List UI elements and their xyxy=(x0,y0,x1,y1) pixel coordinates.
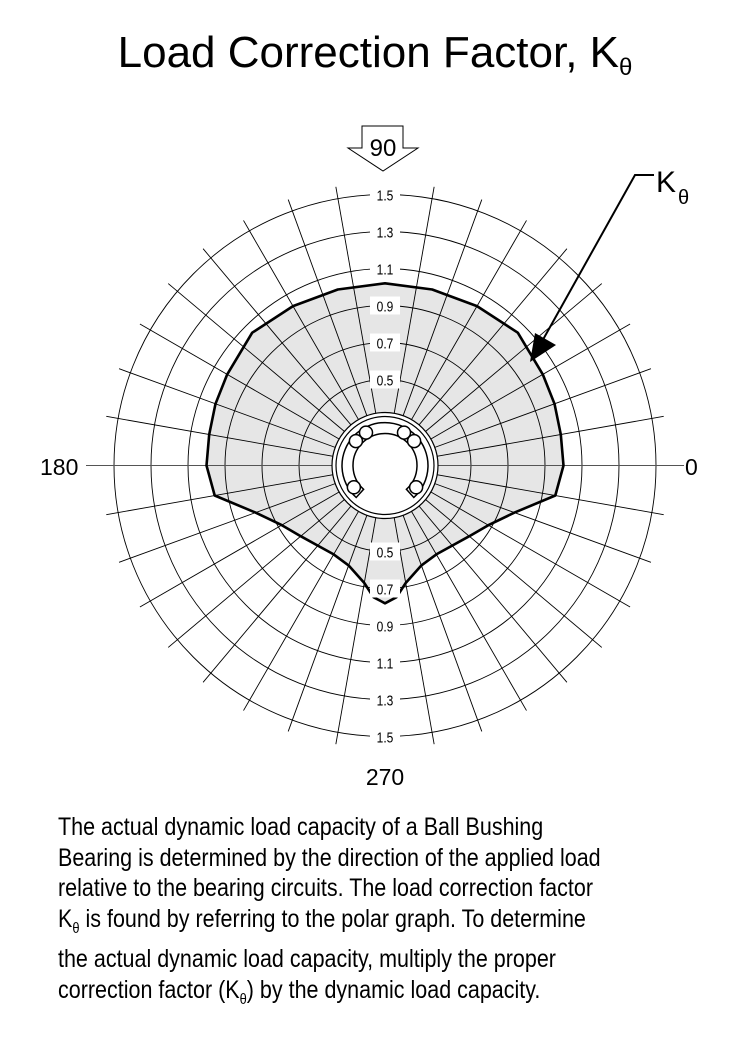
para-line: Kθ is found by referring to the polar gr… xyxy=(58,904,601,945)
grid-spoke xyxy=(287,199,369,420)
grid-spoke xyxy=(139,323,343,442)
para-line: Bearing is determined by the direction o… xyxy=(58,843,601,874)
page-title: Load Correction Factor, Kθ xyxy=(0,28,750,82)
grid-spoke xyxy=(243,507,361,711)
grid-spoke xyxy=(409,220,527,424)
grid-spoke xyxy=(202,502,354,683)
grid-spoke xyxy=(416,502,568,683)
para-line: the actual dynamic load capacity, multip… xyxy=(58,944,601,975)
ball-icon xyxy=(408,480,424,495)
tick-label-bg xyxy=(370,579,400,598)
grid-spoke xyxy=(430,481,652,563)
grid-spoke xyxy=(427,323,631,442)
tick-label: 1.3 xyxy=(377,692,394,709)
grid-spoke xyxy=(427,489,631,608)
grid-spoke xyxy=(433,415,664,458)
grid-spoke xyxy=(202,248,354,429)
angle-label-180: 180 xyxy=(40,454,78,480)
para-text: The actual dynamic load capacity of a Ba… xyxy=(58,813,544,841)
tick-label-bg xyxy=(370,185,400,204)
para-subscript: θ xyxy=(72,919,80,937)
para-line: correction factor (Kθ) by the dynamic lo… xyxy=(58,975,601,1016)
angle-label-90: 90 xyxy=(370,135,397,162)
para-line: relative to the bearing circuits. The lo… xyxy=(58,873,601,904)
tick-label-bg xyxy=(370,690,400,709)
tick-label: 0.9 xyxy=(377,298,394,315)
grid-spoke xyxy=(422,283,603,435)
para-subscript: θ xyxy=(239,990,247,1008)
tick-label-bg xyxy=(370,542,400,561)
tick-label-bg xyxy=(370,222,400,241)
tick-label: 1.5 xyxy=(377,187,394,204)
grid-spoke xyxy=(287,511,369,732)
bearing-cross-section-icon xyxy=(331,411,439,520)
ball-icon xyxy=(406,433,422,449)
para-text: the actual dynamic load capacity, multip… xyxy=(58,945,556,973)
data-outline xyxy=(205,282,565,605)
para-line: The actual dynamic load capacity of a Ba… xyxy=(58,812,601,843)
tick-label-bg xyxy=(370,333,400,352)
tick-label: 0.5 xyxy=(377,544,394,561)
grid-spoke xyxy=(393,186,435,418)
tick-label: 1.1 xyxy=(377,261,394,278)
tick-label: 1.1 xyxy=(377,655,394,672)
grid-spoke xyxy=(433,473,664,516)
tick-label: 0.7 xyxy=(377,335,394,352)
tick-label-bg xyxy=(370,259,400,278)
tick-label-bg xyxy=(370,296,400,315)
ball-icon xyxy=(396,425,412,440)
grid-spoke xyxy=(139,489,343,608)
series-pointer-arrow-icon xyxy=(530,333,556,362)
tick-label: 1.3 xyxy=(377,224,394,241)
tick-label-bg xyxy=(370,727,400,746)
grid-spoke xyxy=(416,248,568,429)
tick-label: 1.5 xyxy=(377,729,394,746)
tick-label: 0.5 xyxy=(377,372,394,389)
description-paragraph: The actual dynamic load capacity of a Ba… xyxy=(58,812,601,1015)
grid-spoke xyxy=(393,513,435,745)
ball-icon xyxy=(358,425,374,440)
grid-spoke xyxy=(106,415,337,458)
grid-spoke xyxy=(106,473,337,516)
ball-icon xyxy=(348,433,364,449)
para-text: ) by the dynamic load capacity. xyxy=(246,975,541,1004)
series-leader-line xyxy=(539,174,654,346)
title-subscript: θ xyxy=(619,54,633,81)
tick-label-bg xyxy=(370,616,400,635)
para-text: correction factor (K xyxy=(58,975,240,1004)
grid-spoke xyxy=(335,186,377,418)
angle-label-0: 0 xyxy=(685,454,698,480)
grid-spoke xyxy=(430,368,652,450)
grid-spoke xyxy=(401,511,483,732)
angle-label-270: 270 xyxy=(366,764,404,790)
para-text: is found by referring to the polar graph… xyxy=(79,904,586,933)
grid-spoke xyxy=(167,283,348,435)
grid-spoke xyxy=(118,368,340,450)
series-label-subscript: θ xyxy=(678,187,689,209)
title-text: Load Correction Factor, K xyxy=(117,28,619,77)
grid-spoke xyxy=(335,513,377,745)
tick-label: 0.9 xyxy=(377,618,394,635)
para-text: relative to the bearing circuits. The lo… xyxy=(58,874,593,902)
para-text: Bearing is determined by the direction o… xyxy=(58,843,601,872)
load-direction-arrow-icon xyxy=(346,125,420,172)
grid-spoke xyxy=(422,496,603,648)
series-label: K xyxy=(656,166,676,199)
ball-icon xyxy=(346,480,362,495)
grid-spoke xyxy=(118,481,340,563)
grid-spoke xyxy=(243,220,361,424)
para-text: K xyxy=(58,904,73,933)
grid-spoke xyxy=(409,507,527,711)
grid-spoke xyxy=(401,199,483,420)
tick-label-bg xyxy=(370,653,400,672)
grid-spoke xyxy=(167,496,348,648)
tick-label-bg xyxy=(370,370,400,389)
polar-chart: 0.5 0.5 0.7 0.7 0.9 0.9 1.1 1.1 1.3 1.3 1.5 1.5 180 0… xyxy=(40,125,698,790)
tick-label: 0.7 xyxy=(377,581,394,598)
